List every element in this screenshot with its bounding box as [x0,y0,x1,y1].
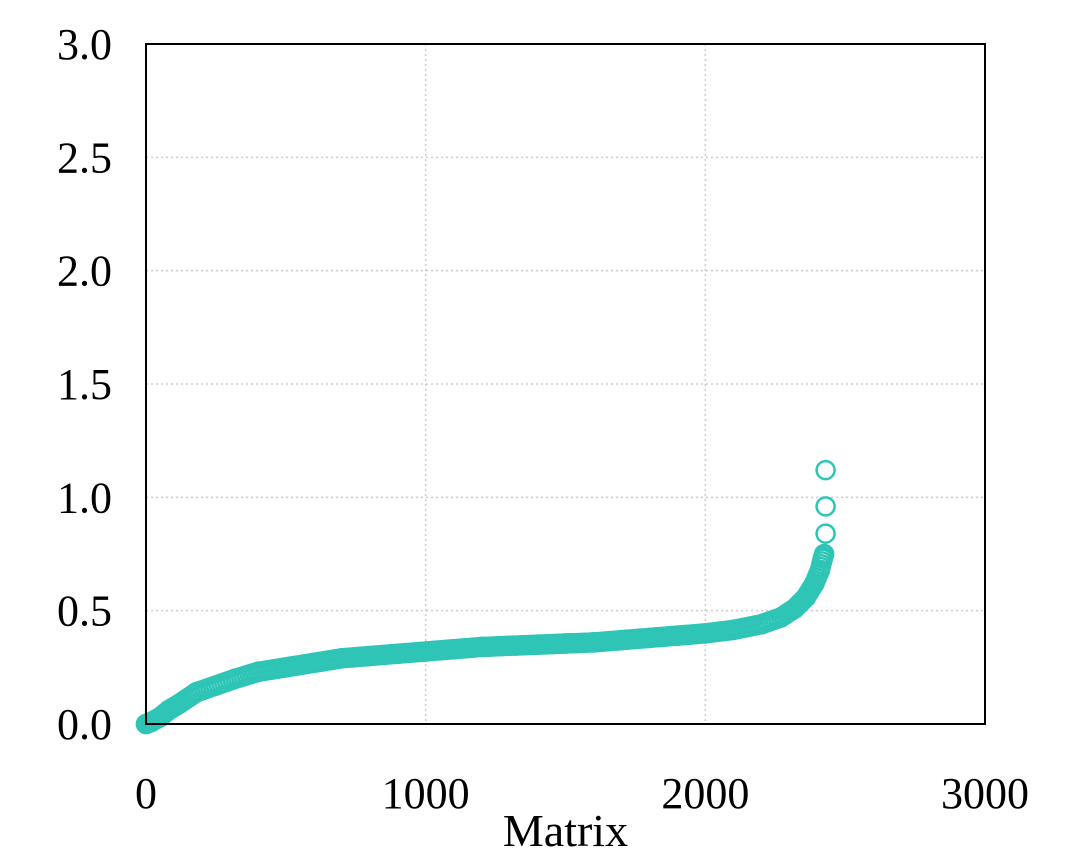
data-point [471,636,492,658]
x-tick-label: 0 [135,769,157,818]
data-point [815,459,836,481]
data-point [695,623,716,644]
x-axis-label: Matrix [503,805,628,856]
data-point [499,635,520,657]
x-tick-label: 1000 [382,769,470,818]
data-point [169,693,190,714]
data-point [784,598,806,619]
y-tick-label: 1.5 [57,360,112,409]
x-tick-label: 3000 [941,769,1029,818]
data-point [815,496,836,517]
data-point [415,641,436,662]
data-point [815,523,836,544]
data-point [770,607,792,628]
data-point [247,661,269,683]
data-point [804,573,825,594]
grid-lines [146,44,985,724]
data-point [723,619,744,641]
data-point [527,634,548,655]
data-point [331,648,353,669]
data-point [186,682,207,703]
y-tick-label: 1.0 [57,473,112,522]
data-point [205,675,227,696]
plot-area-frame [145,43,986,725]
y-tick-label: 0.5 [57,587,112,636]
x-tick-label: 2000 [661,769,749,818]
data-point [387,643,408,664]
data-point [275,657,297,678]
data-points [135,459,836,735]
y-tick-label: 0.0 [57,700,112,749]
data-point [611,629,632,651]
data-point [813,543,835,565]
data-point [443,638,464,660]
data-point [303,652,325,674]
y-tick-label: 3.0 [57,20,112,69]
data-point [359,645,380,667]
data-point [158,700,179,721]
data-point [639,627,660,649]
data-point [583,632,604,653]
y-tick-label: 2.5 [57,133,112,182]
y-axis-tick-labels: 0.0 0.5 1.0 1.5 2.0 2.5 3.0 [57,20,112,749]
data-point [225,668,246,689]
data-point [667,625,688,646]
data-point [751,614,772,635]
y-tick-label: 2.0 [57,247,112,296]
x-axis-tick-labels: 0 1000 2000 3000 [135,769,1029,818]
data-point [555,633,576,654]
